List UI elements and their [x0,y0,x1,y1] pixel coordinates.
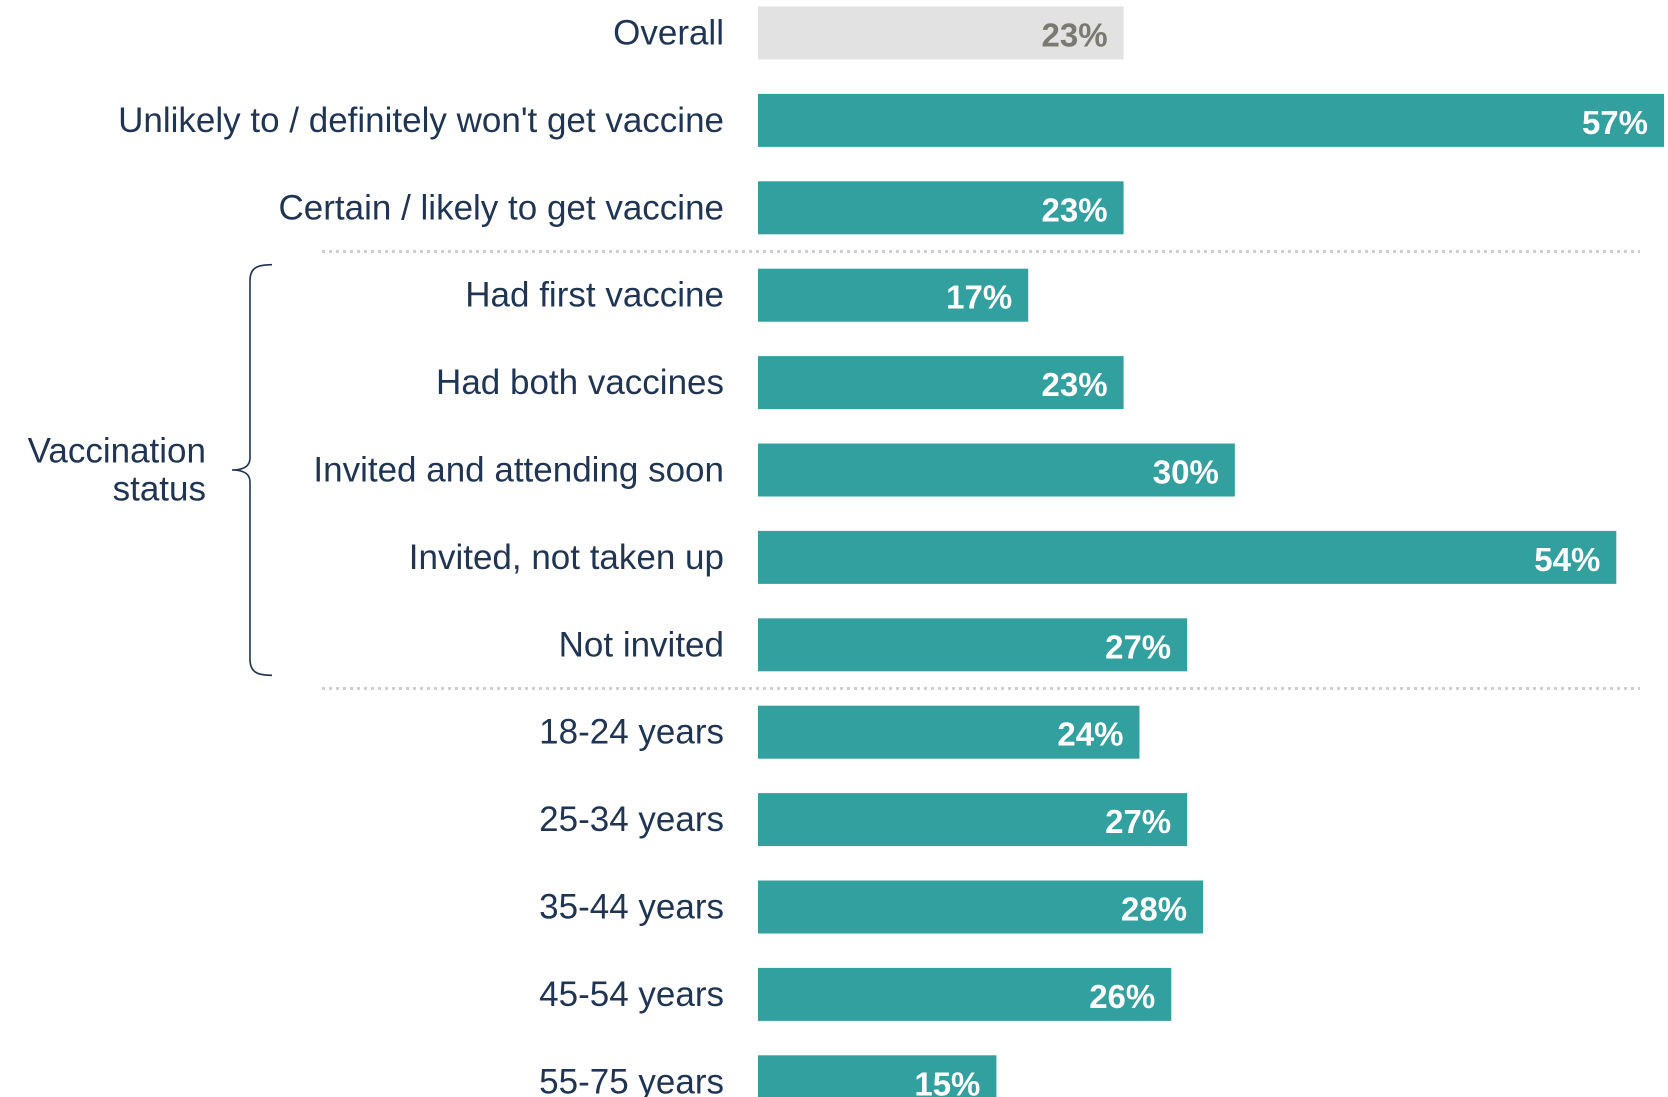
group-label-line-1: status [113,470,206,509]
category-label-10: 35-44 years [539,888,724,927]
value-label-2: 23% [1042,191,1108,228]
value-label-4: 23% [1042,366,1108,403]
value-label-6: 54% [1534,541,1600,578]
value-label-11: 26% [1089,978,1155,1015]
bar-10 [758,880,1204,934]
bar-5 [758,443,1235,497]
value-label-9: 27% [1105,803,1171,840]
value-label-5: 30% [1153,454,1219,491]
category-label-1: Unlikely to / definitely won't get vacci… [118,101,724,140]
bar-2 [758,181,1124,235]
value-label-3: 17% [946,279,1012,316]
bar-8 [758,705,1140,759]
value-label-12: 15% [914,1065,980,1097]
bar-3 [758,268,1029,322]
category-label-8: 18-24 years [539,713,724,752]
bar-6 [758,530,1617,584]
category-label-4: Had both vaccines [436,363,724,402]
category-label-9: 25-34 years [539,800,724,839]
category-label-3: Had first vaccine [465,276,724,315]
value-label-8: 24% [1057,716,1123,753]
bar-1 [758,93,1664,147]
category-label-12: 55-75 years [539,1062,724,1097]
bars [758,6,1664,1097]
category-label-7: Not invited [559,625,724,664]
bar-11 [758,967,1172,1021]
category-label-6: Invited, not taken up [409,538,724,577]
category-label-11: 45-54 years [539,975,724,1014]
value-label-0: 23% [1042,17,1108,54]
separators [322,250,1640,690]
group-label-line-0: Vaccination [28,432,206,471]
bar-0 [758,6,1124,60]
value-label-10: 28% [1121,891,1187,928]
value-label-1: 57% [1582,104,1648,141]
category-labels: Overall Unlikely to / definitely won't ge… [118,14,724,1097]
category-label-2: Certain / likely to get vaccine [279,188,724,227]
bar-12 [758,1055,997,1097]
category-label-0: Overall [613,14,724,53]
group-bracket-0 [231,263,273,677]
category-label-5: Invited and attending soon [313,451,724,490]
bar-7 [758,618,1188,672]
bar-9 [758,793,1188,847]
value-labels: 23% 57% 23% 17% 23% 30% 54% 27% 24% 27% 28% 26% 15% [914,17,1648,1097]
bar-4 [758,356,1124,410]
value-label-7: 27% [1105,628,1171,665]
